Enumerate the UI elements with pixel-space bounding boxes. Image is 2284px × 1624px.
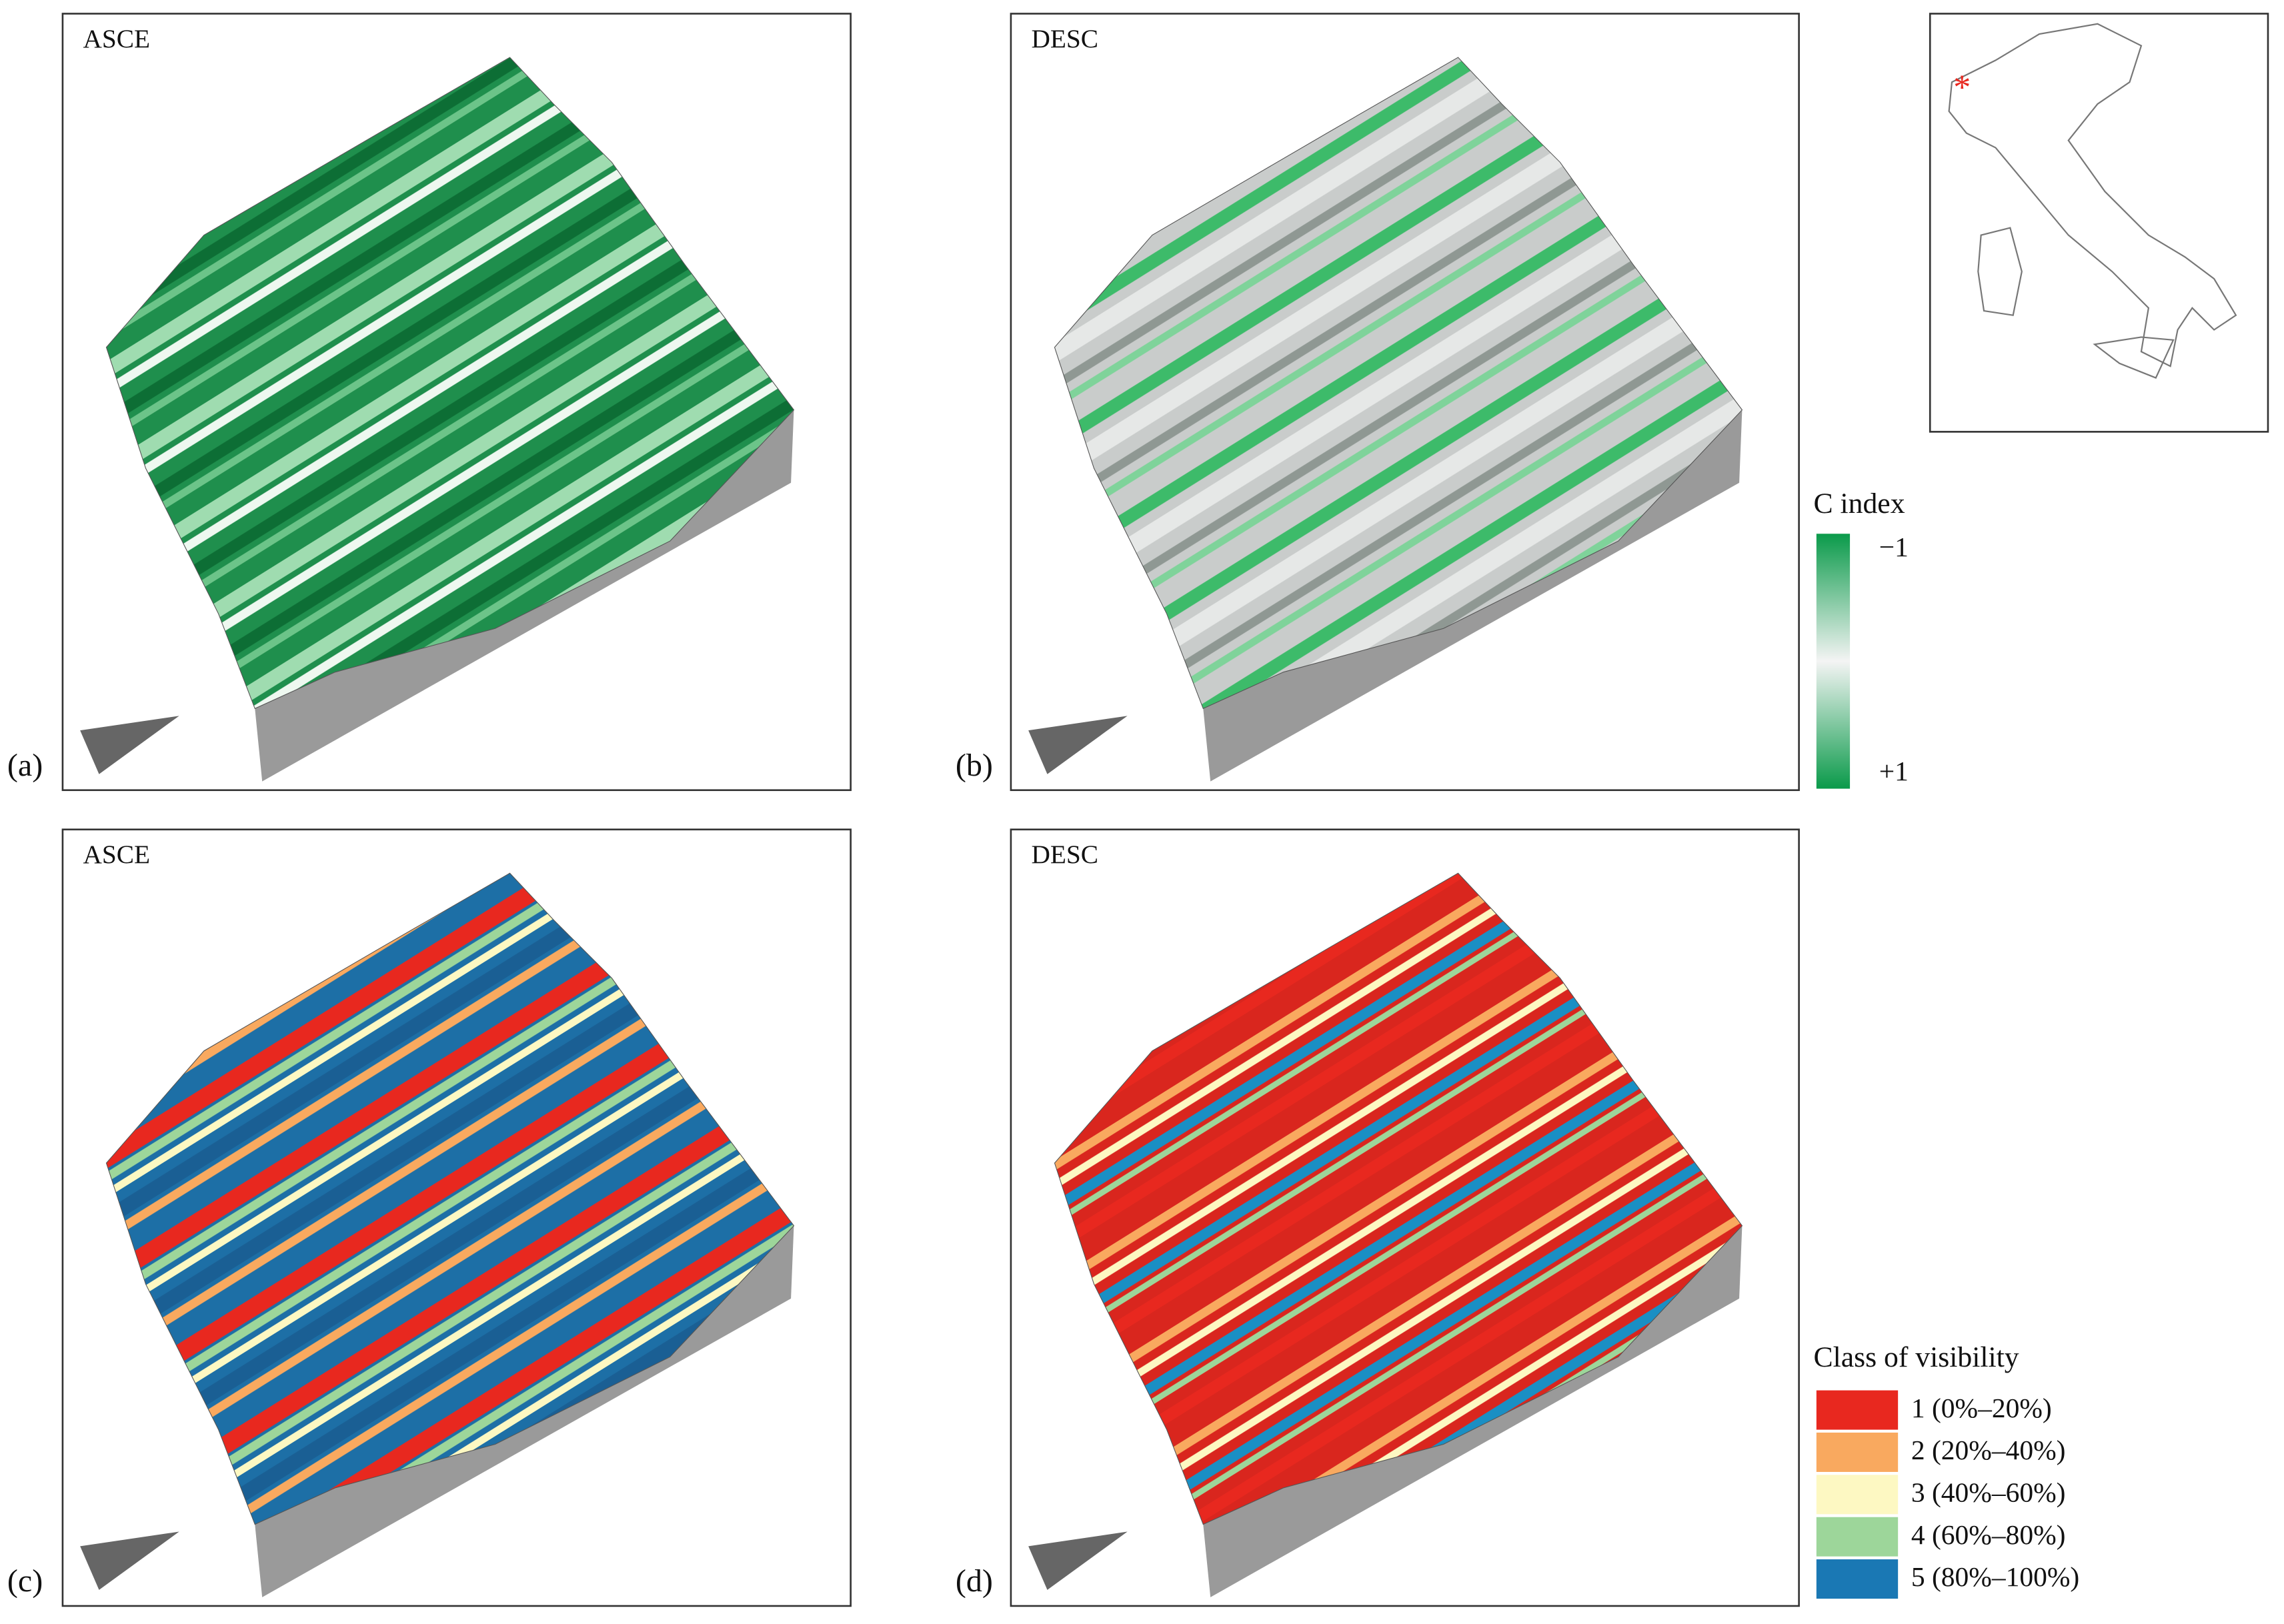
panel-title: DESC xyxy=(1031,840,1098,869)
panel: DESC (b) xyxy=(956,13,1800,792)
terrain-surface xyxy=(1054,872,1743,1525)
c-index-legend: C index −1 +1 xyxy=(1813,488,1909,789)
legend-label: 2 (20%–40%) xyxy=(1911,1435,2066,1466)
north-arrow xyxy=(80,1531,179,1590)
colorbar-label: +1 xyxy=(1879,756,1909,786)
terrain-surface xyxy=(1054,57,1743,710)
panel-label: (d) xyxy=(956,1563,993,1599)
panel-label: (b) xyxy=(956,748,993,783)
panel: DESC (d) xyxy=(956,828,1800,1607)
panel-title: DESC xyxy=(1031,24,1098,53)
legend-swatch xyxy=(1816,1390,1899,1430)
svg-text:*: * xyxy=(1953,68,1971,107)
panel-label: (a) xyxy=(7,748,43,783)
panel-label: (c) xyxy=(7,1563,43,1599)
legend-swatch xyxy=(1816,1475,1899,1515)
panel: ASCE (c) xyxy=(7,828,852,1607)
panel-title: ASCE xyxy=(83,24,150,53)
colorbar xyxy=(1816,534,1851,789)
legend-label: 5 (80%–100%) xyxy=(1911,1561,2079,1593)
legend-swatch xyxy=(1816,1433,1899,1472)
north-arrow xyxy=(1028,716,1128,774)
terrain-surface xyxy=(105,872,795,1525)
colorbar-label: −1 xyxy=(1879,532,1909,562)
legend-title: C index xyxy=(1813,488,1905,520)
legend-title: Class of visibility xyxy=(1813,1341,2019,1373)
visibility-legend: Class of visibility 1 (0%–20%) 2 (20%–40%… xyxy=(1813,1341,2079,1599)
legend-label: 3 (40%–60%) xyxy=(1911,1477,2066,1508)
panel: ASCE (a) xyxy=(7,13,852,792)
legend-swatch xyxy=(1816,1517,1899,1557)
inset-map: * xyxy=(1929,13,2269,433)
terrain-surface xyxy=(105,57,795,710)
panel-title: ASCE xyxy=(83,840,150,869)
legend-label: 1 (0%–20%) xyxy=(1911,1393,2052,1424)
legend-swatch xyxy=(1816,1559,1899,1599)
legend-label: 4 (60%–80%) xyxy=(1911,1519,2066,1551)
north-arrow xyxy=(1028,1531,1128,1590)
north-arrow xyxy=(80,716,179,774)
